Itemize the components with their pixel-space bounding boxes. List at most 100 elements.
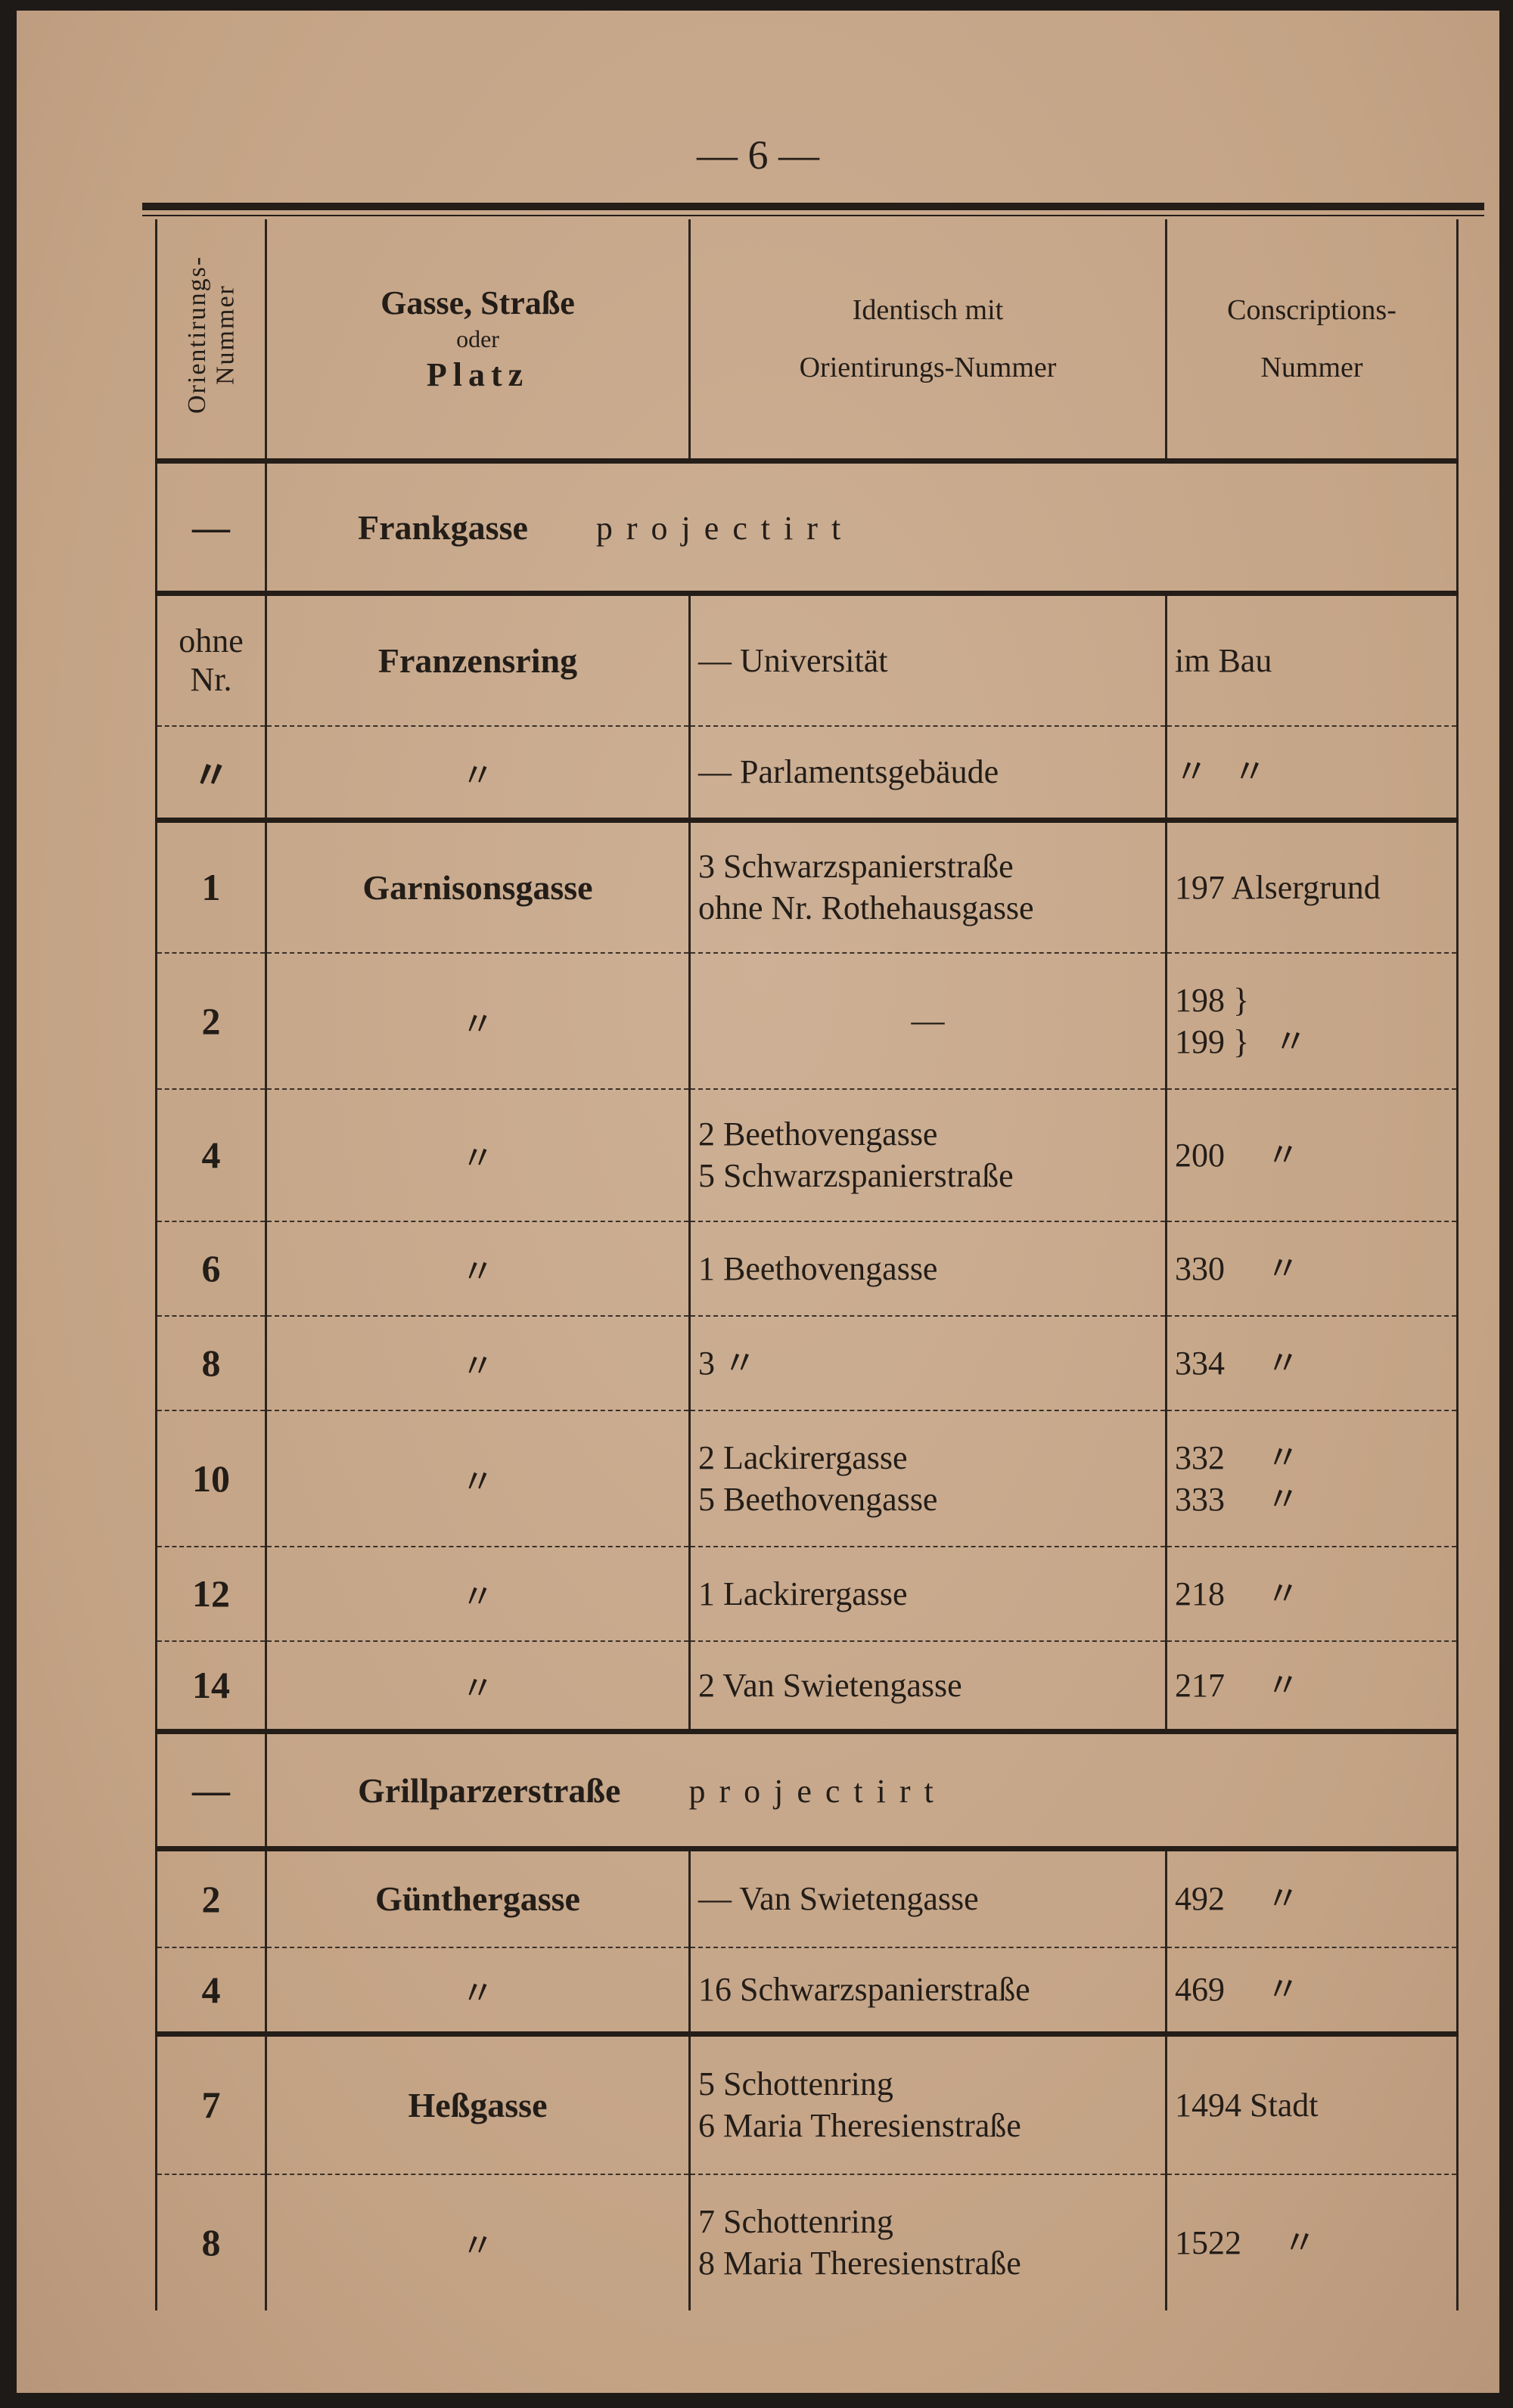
street-cell: 〃 xyxy=(265,1640,691,1732)
table-row: 12 〃 1 Lackirergasse 218 〃 xyxy=(155,1545,1459,1641)
orientation-number: ohne Nr. xyxy=(179,622,244,699)
street-cell: Franzensring xyxy=(265,591,691,726)
table-row: 14 〃 2 Van Swietengasse 217 〃 xyxy=(155,1640,1459,1732)
identical-address: 3 〃 xyxy=(698,1344,756,1382)
projected-street-row: — Grillparzerstraße projectirt xyxy=(155,1729,1459,1849)
conscription-number: 218 〃 xyxy=(1175,1575,1300,1612)
street-cell: Heßgasse xyxy=(265,2031,691,2174)
orientation-number-cell: 10 xyxy=(155,1409,267,1547)
street-cell: 〃 xyxy=(265,725,691,821)
orientation-number: — xyxy=(192,1769,230,1811)
identical-cell: 3 Schwarzspanierstraße ohne Nr. Rothehaus… xyxy=(688,818,1167,953)
orientation-number: 2 xyxy=(201,999,221,1042)
street-name: 〃 xyxy=(461,1005,495,1043)
street-name: Grillparzerstraße xyxy=(358,1770,621,1810)
orientation-number-cell: 4 xyxy=(155,1946,267,2034)
street-name: 〃 xyxy=(461,1253,495,1290)
conscription-cell: 198 } 199 } 〃 xyxy=(1165,951,1459,1089)
orientation-number: 6 xyxy=(201,1247,221,1289)
conscription-number: 217 〃 xyxy=(1175,1666,1300,1704)
header-orientation-number: Orientirungs-Nummer xyxy=(155,219,267,464)
street-name: 〃 xyxy=(461,1578,495,1615)
conscription-cell: 492 〃 xyxy=(1165,1846,1459,1947)
conscription-number: 333 〃 xyxy=(1175,1480,1300,1518)
conscription-number: 492 〃 xyxy=(1175,1880,1300,1918)
conscription-cell: 469 〃 xyxy=(1165,1946,1459,2034)
table-row: ohne Nr. Franzensring — Universität im Bau xyxy=(155,591,1459,726)
orientation-number-cell: 2 xyxy=(155,1846,267,1947)
street-name: 〃 xyxy=(461,2227,495,2264)
street-cell: 〃 xyxy=(265,1220,691,1316)
street-cell: Garnisonsgasse xyxy=(265,818,691,953)
street-name: 〃 xyxy=(461,1463,495,1500)
street-name: Heßgasse xyxy=(408,2085,548,2124)
table-row: 2 Günthergasse — Van Swietengasse 492 〃 xyxy=(155,1846,1459,1947)
table-row: 〃 〃 — Parlamentsgebäude 〃 〃 xyxy=(155,725,1459,821)
identical-cell: — Parlamentsgebäude xyxy=(688,725,1167,821)
identical-cell: 1 Lackirergasse xyxy=(688,1545,1167,1641)
street-cell: 〃 xyxy=(265,951,691,1089)
header-street: Gasse, Straße oder Platz xyxy=(265,219,691,464)
street-name: 〃 xyxy=(461,1348,495,1385)
identical-cell: 7 Schottenring 8 Maria Theresienstraße xyxy=(688,2173,1167,2310)
identical-address: 7 Schottenring xyxy=(698,2203,893,2240)
street-name: Günthergasse xyxy=(375,1879,580,1919)
conscription-cell: 332 〃 333 〃 xyxy=(1165,1409,1459,1547)
street-name: Garnisonsgasse xyxy=(362,867,593,907)
street-cell: Grillparzerstraße projectirt xyxy=(265,1729,1459,1849)
orientation-number-cell: ohne Nr. xyxy=(155,591,267,726)
identical-address: ohne Nr. Rothehausgasse xyxy=(698,889,1034,927)
page-number: — 6 — xyxy=(697,132,819,178)
identical-address: 5 Schottenring xyxy=(698,2065,893,2103)
orientation-number-cell: 12 xyxy=(155,1545,267,1641)
orientation-number: 7 xyxy=(201,2084,221,2127)
table-row: 8 〃 3 〃 334 〃 xyxy=(155,1314,1459,1410)
orientation-number-cell: 2 xyxy=(155,951,267,1089)
conscription-number: im Bau xyxy=(1175,641,1272,679)
conscription-number: 334 〃 xyxy=(1175,1344,1300,1382)
conscription-number: 199 } 〃 xyxy=(1175,1022,1308,1060)
identical-address: 1 Beethovengasse xyxy=(698,1249,938,1287)
table-row: 8 〃 7 Schottenring 8 Maria Theresienstraße 1… xyxy=(155,2173,1459,2310)
identical-cell: 2 Lackirergasse 5 Beethovengasse xyxy=(688,1409,1167,1547)
conscription-cell: 1494 Stadt xyxy=(1165,2031,1459,2174)
header-row: Orientirungs-Nummer Gasse, Straße oder P… xyxy=(155,219,1459,464)
street-cell: 〃 xyxy=(265,1314,691,1410)
orientation-number-cell: 〃 xyxy=(155,725,267,821)
table-row: 6 〃 1 Beethovengasse 330 〃 xyxy=(155,1220,1459,1316)
identical-cell: — Universität xyxy=(688,591,1167,726)
identical-cell: 5 Schottenring 6 Maria Theresienstraße xyxy=(688,2031,1167,2174)
projected-note: projectirt xyxy=(688,1772,947,1810)
street-cell: 〃 xyxy=(265,1409,691,1547)
top-rule-thin xyxy=(142,215,1484,216)
street-name: 〃 xyxy=(461,756,495,794)
orientation-number: 2 xyxy=(201,1877,221,1920)
orientation-number-cell: 8 xyxy=(155,2173,267,2310)
table-row: 7 Heßgasse 5 Schottenring 6 Maria Theresien… xyxy=(155,2031,1459,2174)
orientation-number-cell: — xyxy=(155,1729,267,1849)
identical-address: 3 Schwarzspanierstraße xyxy=(698,848,1014,886)
orientation-number-cell: 8 xyxy=(155,1314,267,1410)
identical-address: 2 Lackirergasse xyxy=(698,1438,908,1476)
identical-address: 1 Lackirergasse xyxy=(698,1575,908,1612)
orientation-number: 4 xyxy=(201,1134,221,1176)
orientation-number: 10 xyxy=(192,1457,230,1500)
conscription-cell: 197 Alsergrund xyxy=(1165,818,1459,953)
identical-cell: — xyxy=(688,951,1167,1089)
identical-cell: 2 Van Swietengasse xyxy=(688,1640,1167,1732)
conscription-number: 198 } xyxy=(1175,981,1250,1019)
street-cell: 〃 xyxy=(265,1946,691,2034)
book-page: — 6 — Orientirungs-Nummer Gasse, Straße … xyxy=(17,11,1499,2393)
orientation-number: — xyxy=(192,506,230,548)
table-row: 1 Garnisonsgasse 3 Schwarzspanierstraße ohn… xyxy=(155,818,1459,953)
conscription-cell: 330 〃 xyxy=(1165,1220,1459,1316)
orientation-number: 14 xyxy=(192,1664,230,1707)
identical-address: 6 Maria Theresienstraße xyxy=(698,2107,1021,2145)
orientation-number-cell: — xyxy=(155,458,267,594)
identical-address: — Van Swietengasse xyxy=(698,1880,979,1918)
conscription-cell: 〃 〃 xyxy=(1165,725,1459,821)
identical-address: — xyxy=(911,1002,945,1039)
orientation-number: 4 xyxy=(201,1968,221,2011)
orientation-number-cell: 7 xyxy=(155,2031,267,2174)
identical-cell: 3 〃 xyxy=(688,1314,1167,1410)
